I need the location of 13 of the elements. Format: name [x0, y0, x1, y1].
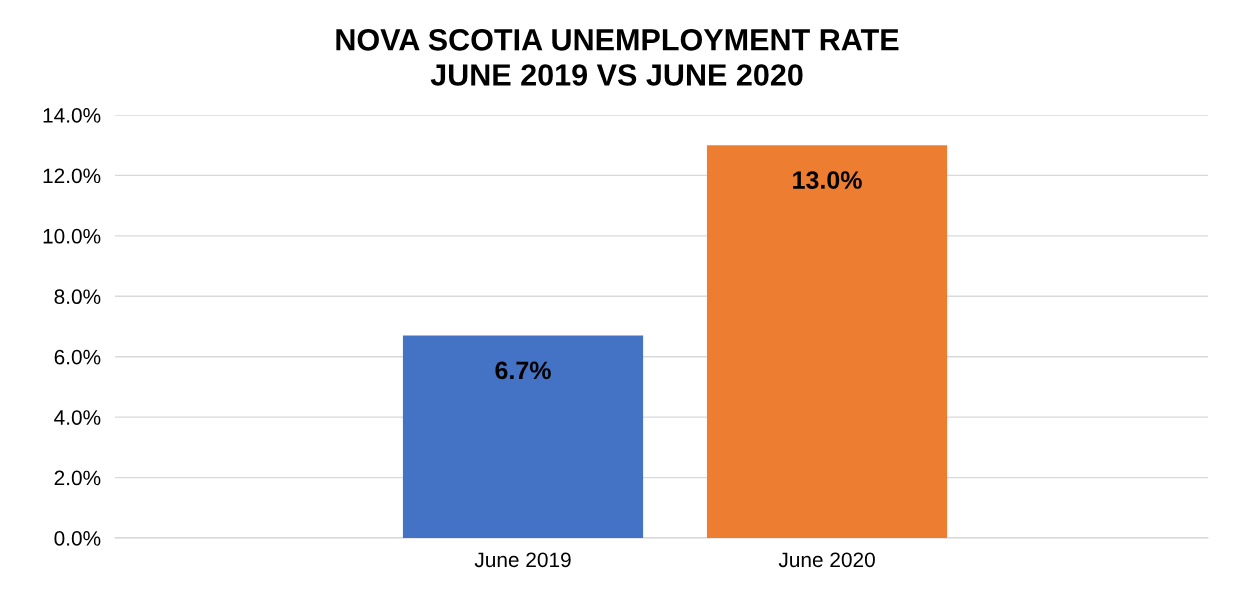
x-tick-label: June 2019	[474, 552, 571, 568]
y-tick-label: 8.0%	[54, 289, 101, 305]
y-tick-label: 10.0%	[43, 228, 101, 244]
y-tick-label: 12.0%	[43, 168, 101, 184]
x-tick-label: June 2020	[778, 552, 875, 568]
data-label: 13.0%	[793, 171, 862, 189]
y-tick-label: 0.0%	[54, 531, 101, 546]
y-tick-label: 2.0%	[54, 470, 101, 486]
y-tick-label: 14.0%	[43, 108, 101, 123]
y-tick-label: 4.0%	[54, 410, 101, 425]
chart-title: NOVA SCOTIA UNEMPLOYMENT RATE JUNE 2019 VS JUNE 2020	[336, 29, 899, 86]
data-label: 6.7%	[495, 361, 551, 380]
y-tick-label: 6.0%	[54, 349, 101, 365]
